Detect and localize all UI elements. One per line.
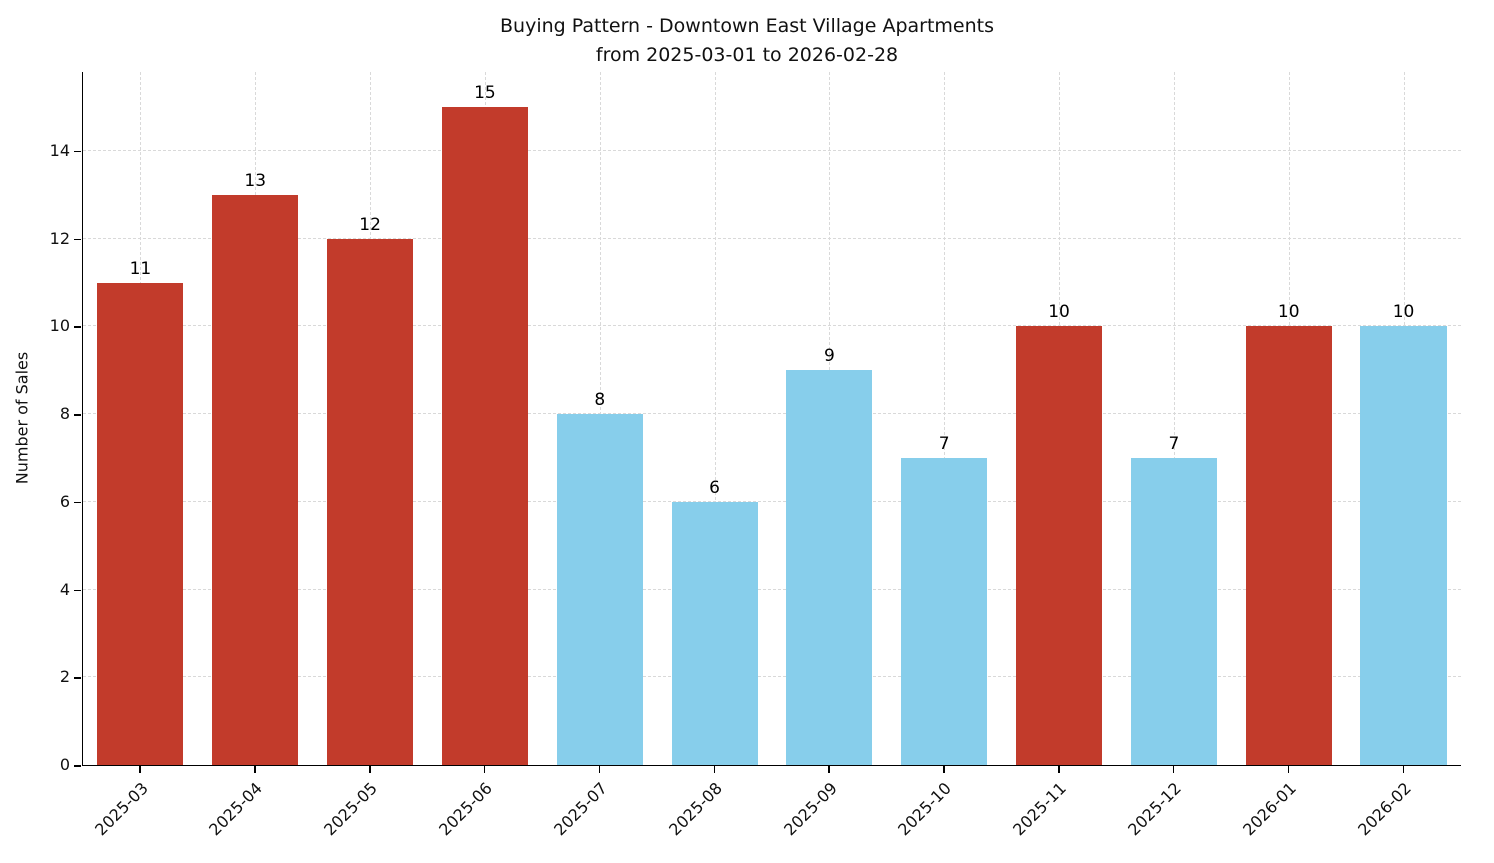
- bar: [327, 238, 414, 765]
- bar: [901, 457, 988, 765]
- x-tick-mark: [1172, 766, 1175, 773]
- x-tick-mark: [713, 766, 716, 773]
- bar: [1130, 457, 1217, 765]
- x-tick-label: 2025-11: [1009, 778, 1071, 840]
- x-tick-label: 2025-09: [779, 778, 841, 840]
- x-axis-tick-labels: 2025-03 2025-04 2025-05 2025-06 2025-07 2025-…: [82, 778, 1460, 862]
- x-tick-mark: [254, 766, 256, 773]
- y-axis-tick-labels: 0 2 4 6 8 10 12 14: [0, 72, 70, 772]
- gridline-horizontal: [83, 500, 1461, 502]
- y-tick-label: 14: [49, 140, 70, 160]
- bar: [97, 282, 184, 765]
- y-tick-mark: [74, 414, 81, 416]
- y-tick-label: 8: [59, 404, 70, 424]
- x-tick-mark: [598, 766, 601, 773]
- x-tick-mark: [1402, 766, 1405, 773]
- gridline-horizontal: [83, 413, 1461, 415]
- y-tick-mark: [74, 589, 81, 592]
- x-tick-mark: [483, 766, 486, 773]
- gridline-horizontal: [83, 325, 1461, 327]
- bar: [786, 370, 873, 765]
- x-tick-label: 2025-08: [664, 778, 726, 840]
- x-tick-mark: [1287, 766, 1290, 773]
- y-tick-mark: [74, 677, 81, 679]
- y-tick-label: 12: [49, 228, 70, 248]
- bar-value-label: 6: [709, 477, 720, 498]
- x-tick-label: 2025-03: [90, 778, 152, 840]
- y-tick-mark: [74, 765, 81, 767]
- bar: [671, 501, 758, 765]
- y-tick-label: 4: [59, 579, 70, 599]
- bar-value-label: 13: [244, 170, 267, 191]
- x-tick-mark: [943, 766, 945, 773]
- chart-title-block: Buying Pattern - Downtown East Village A…: [0, 12, 1494, 69]
- bar-value-label: 10: [1277, 302, 1300, 323]
- bar-slot: 6: [657, 72, 772, 765]
- bar-slot: 8: [542, 72, 657, 765]
- bar-value-label: 7: [1168, 433, 1180, 454]
- bar-slot: 11: [83, 72, 198, 765]
- chart-subtitle: from 2025-03-01 to 2026-02-28: [595, 43, 899, 66]
- gridline-horizontal: [83, 676, 1461, 678]
- y-tick-label: 10: [49, 316, 70, 336]
- x-tick-label: 2025-06: [435, 778, 496, 840]
- x-tick-label: 2025-12: [1124, 778, 1185, 840]
- bar-layer: 11 13 12 15 8 6 9 7 10 7 10 10: [83, 72, 1461, 765]
- bar-value-label: 11: [129, 258, 152, 279]
- y-tick-mark: [74, 150, 81, 153]
- bar-slot: 10: [1002, 72, 1117, 765]
- y-tick-mark: [74, 501, 81, 504]
- bar-slot: 7: [887, 72, 1002, 765]
- x-tick-label: 2026-02: [1353, 778, 1415, 840]
- x-tick-mark: [139, 766, 141, 773]
- bar: [212, 194, 299, 765]
- x-tick-mark: [369, 766, 371, 773]
- x-tick-label: 2025-05: [320, 778, 382, 840]
- bar: [556, 414, 643, 765]
- chart-title: Buying Pattern - Downtown East Village A…: [500, 15, 994, 37]
- x-tick-label: 2025-10: [894, 778, 956, 840]
- y-tick-mark: [74, 238, 81, 241]
- gridline-horizontal: [83, 149, 1461, 151]
- y-tick-label: 2: [59, 667, 70, 687]
- gridline-vertical: [944, 72, 946, 765]
- bar: [1360, 326, 1447, 765]
- bar: [1245, 326, 1332, 765]
- y-tick-label: 6: [59, 491, 70, 511]
- x-tick-mark: [828, 766, 830, 773]
- gridline-vertical: [714, 72, 716, 765]
- x-tick-mark: [1058, 766, 1060, 773]
- x-tick-label: 2025-04: [205, 778, 267, 840]
- bar: [441, 107, 528, 765]
- gridline-horizontal: [83, 237, 1461, 239]
- y-tick-mark: [74, 326, 81, 328]
- bar-value-label: 9: [823, 346, 835, 367]
- bar-value-label: 15: [474, 83, 496, 104]
- bar: [1015, 326, 1103, 765]
- bar-value-label: 10: [1048, 302, 1070, 323]
- bar-value-label: 8: [594, 390, 606, 411]
- gridline-vertical: [1173, 72, 1175, 765]
- bar-slot: 7: [1116, 72, 1231, 765]
- plot-area: 11 13 12 15 8 6 9 7 10 7 10 10: [82, 72, 1461, 766]
- bar-value-label: 7: [938, 433, 950, 454]
- bar-slot: 13: [198, 72, 313, 765]
- bar-slot: 12: [313, 72, 428, 765]
- bar-slot: 9: [772, 72, 887, 765]
- y-tick-label: 0: [59, 755, 70, 774]
- bar-value-label: 12: [359, 214, 381, 235]
- bar-slot: 10: [1231, 72, 1346, 765]
- bar-slot: 15: [427, 72, 542, 765]
- x-tick-label: 2025-07: [550, 778, 611, 840]
- bar-value-label: 10: [1392, 302, 1415, 323]
- gridline-horizontal: [83, 588, 1461, 590]
- x-tick-label: 2026-01: [1239, 778, 1300, 840]
- bar-slot: 10: [1346, 72, 1461, 765]
